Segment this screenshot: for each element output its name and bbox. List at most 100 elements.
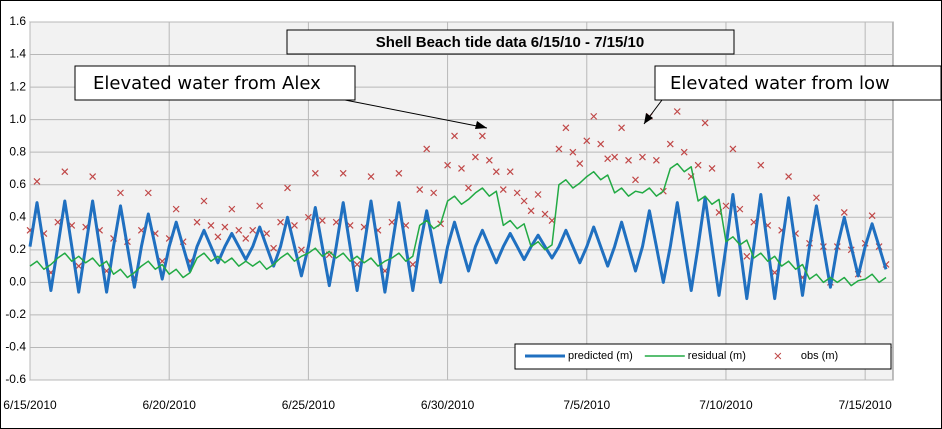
- annotation: Elevated water from Alex: [93, 73, 321, 94]
- chart-title: Shell Beach tide data 6/15/10 - 7/15/10: [376, 34, 644, 51]
- obs-marker: [207, 221, 215, 229]
- obs-marker: [256, 202, 264, 210]
- annotation-arrow: [344, 99, 488, 129]
- obs-marker: [117, 189, 124, 197]
- obs-marker: [576, 160, 584, 167]
- obs-marker: [492, 168, 500, 176]
- obs-marker: [193, 218, 201, 226]
- obs-marker: [423, 145, 431, 153]
- obs-marker: [618, 124, 625, 132]
- obs-marker: [235, 226, 243, 234]
- obs-marker: [632, 176, 639, 184]
- y-tick-label: 1.4: [9, 47, 26, 61]
- x-tick-label: 7/5/2010: [563, 398, 610, 412]
- obs-marker: [409, 261, 417, 268]
- obs-marker: [200, 197, 208, 205]
- obs-marker: [527, 207, 535, 215]
- obs-marker: [172, 205, 180, 213]
- obs-marker: [339, 169, 347, 177]
- obs-marker: [694, 161, 702, 169]
- annotation-box: [654, 65, 942, 101]
- obs-marker: [590, 112, 598, 120]
- obs-marker: [444, 161, 452, 169]
- obs-marker: [597, 140, 605, 148]
- y-tick-label: 0.2: [9, 242, 26, 256]
- obs-marker: [813, 194, 820, 202]
- obs-marker: [666, 140, 674, 148]
- obs-marker: [270, 244, 278, 252]
- obs-marker: [708, 165, 716, 172]
- obs-marker: [680, 148, 688, 156]
- obs-marker: [388, 218, 396, 226]
- obs-marker: [534, 191, 542, 198]
- obs-marker: [639, 153, 646, 161]
- arrow-head: [475, 121, 487, 129]
- obs-marker: [311, 169, 319, 177]
- obs-marker: [318, 217, 326, 224]
- legend-label: obs (m): [801, 350, 838, 362]
- obs-marker: [144, 189, 152, 197]
- obs-marker: [471, 153, 479, 161]
- marks: [26, 108, 890, 301]
- annotation-box: [74, 65, 356, 101]
- x-tick-label: 6/15/2010: [3, 398, 57, 412]
- obs-marker: [277, 218, 284, 226]
- legend-items: predicted (m) residual (m) obs (m): [525, 350, 838, 362]
- y-tick-label: -0.4: [5, 340, 26, 354]
- series-line: [28, 193, 888, 301]
- obs-marker: [604, 155, 612, 163]
- y-tick-label: 0.4: [9, 209, 26, 223]
- x-tick-label: 7/15/2010: [838, 398, 892, 412]
- obs-marker: [332, 218, 340, 226]
- obs-marker: [569, 148, 577, 156]
- obs-marker: [506, 168, 514, 176]
- obs-marker: [485, 156, 493, 164]
- obs-marker: [451, 132, 458, 140]
- obs-marker: [785, 173, 793, 181]
- obs-marker: [652, 156, 660, 164]
- obs-marker: [583, 137, 591, 145]
- annotation: Elevated water from low: [670, 73, 890, 94]
- x-tick-label: 6/25/2010: [282, 398, 336, 412]
- obs-marker: [757, 161, 765, 169]
- obs-marker: [868, 212, 876, 220]
- obs-marker: [89, 173, 97, 181]
- title-box: [286, 29, 735, 55]
- obs-marker: [555, 145, 563, 153]
- obs-marker: [298, 246, 305, 254]
- obs-marker: [367, 173, 375, 181]
- obs-marker: [840, 208, 848, 216]
- obs-marker: [228, 205, 236, 213]
- obs-marker: [33, 178, 41, 185]
- y-tick-label: 1.0: [9, 112, 26, 126]
- obs-marker: [416, 186, 424, 194]
- y-tick-label: 1.6: [9, 14, 26, 28]
- obs-marker: [458, 165, 465, 172]
- y-tick-label: 0.6: [9, 177, 26, 191]
- obs-marker: [353, 261, 361, 268]
- obs-marker: [61, 168, 69, 176]
- obs-marker: [263, 230, 271, 237]
- series-line: [29, 162, 887, 287]
- obs-marker: [520, 197, 528, 205]
- obs-marker: [513, 189, 521, 197]
- obs-marker: [395, 169, 403, 177]
- y-tick-label: 1.2: [9, 79, 26, 93]
- obs-marker: [541, 210, 549, 218]
- obs-marker: [562, 124, 570, 132]
- obs-marker: [430, 189, 438, 197]
- legend-label: predicted (m): [568, 350, 633, 362]
- arrow-head: [644, 113, 653, 124]
- obs-marker: [75, 262, 83, 270]
- y-tick-label: -0.2: [5, 307, 26, 321]
- obs-marker: [743, 252, 751, 260]
- obs-marker: [478, 132, 486, 140]
- obs-marker: [499, 186, 507, 194]
- obs-marker: [729, 145, 737, 153]
- obs-marker: [242, 235, 250, 242]
- obs-marker: [673, 108, 681, 115]
- x-tick-label: 6/20/2010: [142, 398, 196, 412]
- legend: [514, 343, 892, 370]
- obs-marker: [284, 184, 291, 192]
- obs-marker: [611, 153, 619, 161]
